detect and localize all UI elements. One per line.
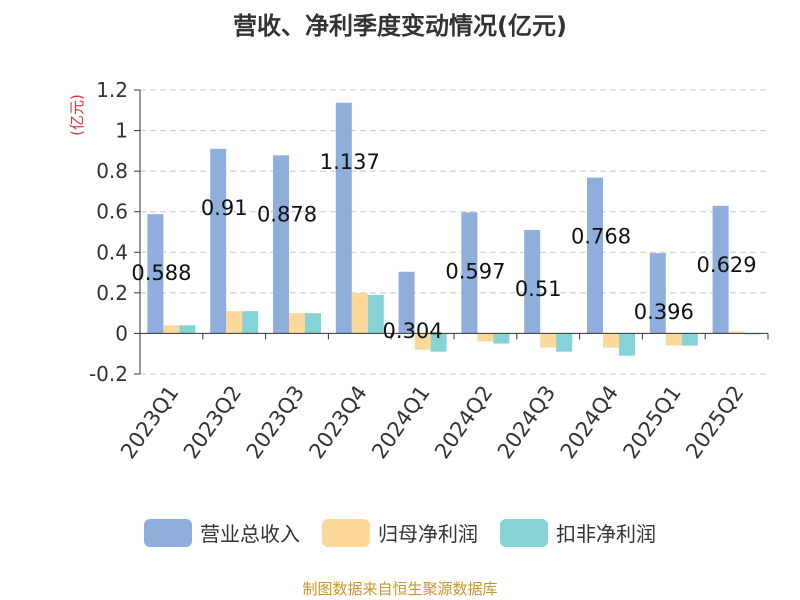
bar-revenue [461, 212, 478, 334]
x-tick-label: 2024Q2 [430, 381, 497, 463]
legend-label: 扣非净利润 [556, 522, 656, 546]
data-labels: 0.588 0.91 0.878 1.137 0.304 0.597 0.51 0.768 0.… [131, 150, 756, 343]
bar-net-profit [414, 333, 431, 350]
y-tick-label: 0 [115, 321, 128, 345]
data-label: 0.304 [383, 319, 443, 343]
legend-label: 营业总收入 [200, 522, 300, 546]
y-axis-label: (亿元) [68, 94, 86, 136]
bar-deducted-profit [493, 333, 510, 344]
bar-deducted-profit [179, 325, 196, 334]
bar-deducted-profit [681, 333, 698, 346]
x-tick-label: 2024Q4 [556, 381, 623, 463]
x-tick-label: 2024Q1 [367, 381, 434, 463]
bar-net-profit [226, 311, 243, 334]
bar-deducted-profit [556, 333, 573, 352]
bar-net-profit [351, 292, 368, 334]
bar-revenue [335, 102, 352, 334]
data-label: 0.629 [697, 253, 757, 277]
data-label: 0.51 [515, 277, 562, 301]
y-tick-label: 0.6 [96, 200, 128, 224]
x-tick-label: 2024Q3 [493, 381, 560, 463]
y-tick-label: 1 [115, 119, 128, 143]
bar-net-profit [540, 333, 557, 348]
bar-deducted-profit [367, 294, 384, 334]
data-label: 0.597 [445, 259, 505, 283]
bar-net-profit [665, 333, 682, 346]
x-tick-label: 2023Q3 [242, 381, 309, 463]
bar-net-profit [477, 333, 494, 342]
x-tick-label: 2025Q2 [681, 381, 748, 463]
bar-revenue [649, 253, 666, 334]
bar-revenue [147, 214, 164, 334]
legend-item-deducted-profit[interactable]: 扣非净利润 [500, 518, 656, 547]
y-tick-label: -0.2 [89, 362, 128, 386]
source-note: 制图数据来自恒生聚源数据库 [302, 580, 498, 598]
bar-net-profit [163, 325, 180, 334]
x-tick-label: 2023Q2 [179, 381, 246, 463]
legend-item-net-profit[interactable]: 归母净利润 [322, 518, 478, 547]
legend-swatch [322, 518, 370, 547]
bar-deducted-profit [744, 333, 761, 335]
bar-net-profit [289, 313, 305, 334]
x-tick-label: 2023Q1 [116, 381, 183, 463]
bar-deducted-profit [430, 333, 447, 352]
grid-lines [140, 89, 768, 375]
bar-deducted-profit [305, 313, 321, 334]
legend-swatch [144, 518, 192, 547]
chart-title: 营收、净利季度变动情况(亿元) [233, 12, 567, 40]
bar-deducted-profit [242, 311, 259, 334]
bar-revenue [587, 177, 603, 334]
bar-revenue [712, 205, 729, 334]
data-label: 0.768 [571, 225, 631, 249]
y-tick-label: 0.8 [96, 159, 128, 183]
x-tick-label: 2025Q1 [618, 381, 685, 463]
bar-revenue [398, 271, 415, 334]
data-label: 0.91 [201, 196, 248, 220]
legend: 营业总收入 归母净利润 扣非净利润 [0, 518, 800, 547]
legend-label: 归母净利润 [378, 522, 478, 546]
bar-net-profit [603, 333, 619, 348]
y-tick-label: 0.2 [96, 281, 128, 305]
bar-revenue [524, 229, 541, 334]
data-label: 0.396 [634, 300, 694, 324]
legend-item-revenue[interactable]: 营业总收入 [144, 518, 300, 547]
bar-net-profit [728, 331, 745, 334]
bars [147, 102, 761, 356]
bar-revenue [210, 148, 227, 334]
legend-swatch [500, 518, 548, 547]
bar-deducted-profit [619, 333, 635, 356]
x-tick-label: 2023Q4 [304, 381, 371, 463]
data-label: 0.878 [257, 202, 317, 226]
data-label: 0.588 [131, 261, 191, 285]
data-label: 1.137 [320, 150, 380, 174]
y-tick-label: 1.2 [96, 78, 128, 102]
y-tick-label: 0.4 [96, 240, 128, 264]
bar-revenue [273, 155, 289, 334]
